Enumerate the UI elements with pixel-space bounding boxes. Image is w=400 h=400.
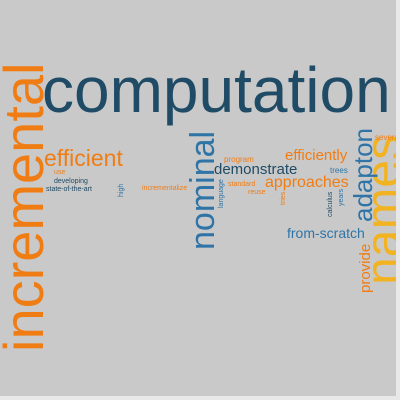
word-developing: developing [54, 178, 88, 185]
word-efficiently: efficiently [285, 147, 348, 164]
word-state-of-the-art: state-of-the-art [46, 186, 92, 193]
word-demonstrate: demonstrate [214, 161, 298, 178]
word-tries: tries [280, 191, 287, 205]
word-several: several [375, 133, 400, 142]
word-incremental: incremental [0, 62, 55, 352]
word-computation: computation [42, 54, 391, 126]
word-high: high [118, 183, 125, 197]
word-approaches: approaches [265, 174, 349, 191]
word-program: program [224, 155, 254, 164]
word-trees: trees [330, 166, 348, 175]
word-reuse: reuse [248, 189, 266, 196]
word-adapton: adapton [348, 128, 378, 222]
word-incrementalize: incrementalize [142, 185, 188, 192]
word-language: language [218, 179, 225, 208]
word-from-scratch: from-scratch [287, 225, 365, 241]
word-standard: standard [228, 181, 256, 188]
word-provide: provide [357, 243, 374, 293]
word-efficient: efficient [44, 145, 123, 171]
word-calculus: calculus [327, 191, 334, 217]
word-nominal: nominal [184, 130, 222, 250]
word-use: use [54, 169, 66, 176]
word-years: years [338, 188, 345, 206]
